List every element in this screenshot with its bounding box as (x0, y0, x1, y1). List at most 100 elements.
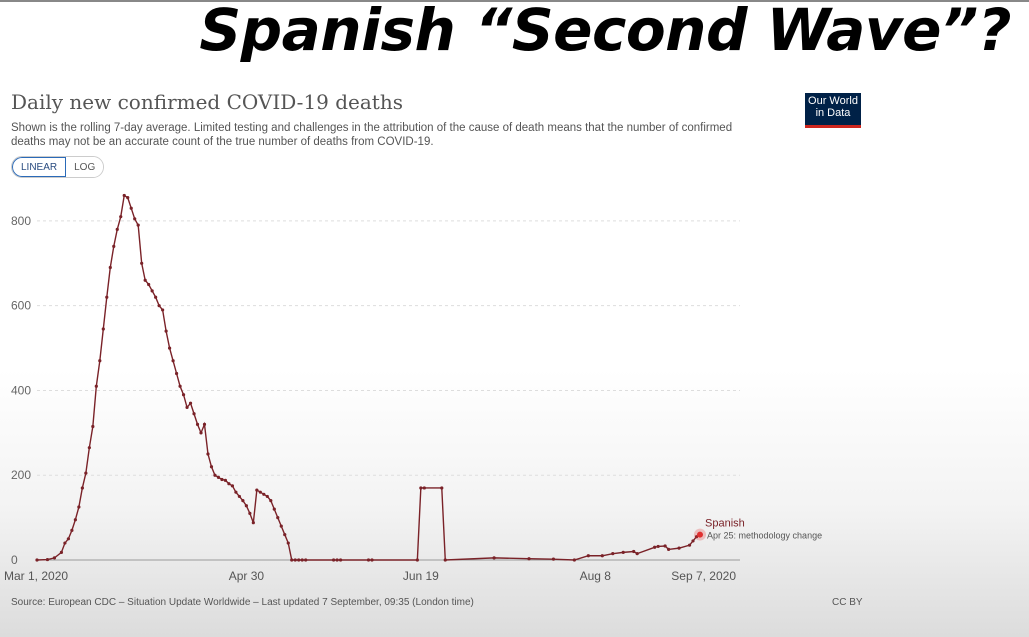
data-point (272, 507, 276, 511)
scale-toggle: LINEAR LOG (11, 156, 105, 178)
data-point (279, 524, 283, 528)
data-point (216, 475, 221, 479)
data-point (248, 511, 252, 515)
data-point (157, 304, 161, 308)
data-point (621, 550, 625, 554)
data-point (115, 227, 119, 231)
data-point (220, 477, 224, 482)
data-point (251, 521, 255, 525)
data-point (283, 532, 287, 537)
data-point (551, 557, 556, 561)
data-point (105, 295, 109, 299)
data-point (70, 528, 74, 532)
data-point (150, 289, 154, 293)
data-point (45, 557, 50, 562)
data-point (255, 488, 259, 492)
data-point (87, 446, 91, 450)
data-point (687, 543, 692, 547)
data-point (290, 558, 294, 562)
highlight-point[interactable] (697, 531, 703, 538)
logo-line2: in Data (815, 107, 851, 119)
slide-title: Spanish “Second Wave”? (199, 0, 1011, 64)
data-point (112, 244, 116, 248)
data-point (527, 557, 531, 561)
data-point (443, 558, 447, 562)
owid-logo[interactable]: Our World in Data (805, 93, 861, 128)
footer-license[interactable]: CC BY (832, 597, 863, 608)
x-tick-label: Aug 8 (580, 569, 612, 583)
data-point (52, 556, 57, 560)
data-point (199, 431, 203, 435)
data-point (209, 465, 214, 469)
data-point (77, 505, 81, 509)
chart-subtitle: Shown is the rolling 7-day average. Limi… (11, 122, 733, 148)
data-point (234, 490, 238, 494)
log-scale-button[interactable]: LOG (66, 157, 104, 177)
logo-line1: Our World (808, 95, 858, 107)
data-point (181, 393, 186, 397)
data-point (677, 546, 681, 550)
data-point (572, 558, 576, 562)
data-point (370, 558, 374, 562)
data-point (241, 499, 245, 503)
data-point (262, 492, 266, 496)
data-point (244, 504, 248, 508)
data-point (154, 295, 158, 299)
top-rule (0, 0, 1029, 2)
data-point (286, 541, 290, 545)
data-point (419, 486, 423, 490)
data-point (73, 518, 77, 522)
x-tick-label: Mar 1, 2020 (4, 569, 68, 583)
data-point (666, 547, 671, 552)
data-point (147, 282, 151, 287)
data-point (366, 558, 371, 562)
linear-scale-button[interactable]: LINEAR (12, 157, 67, 177)
data-point (492, 556, 496, 560)
data-point (202, 422, 207, 426)
data-point (440, 486, 444, 490)
footer-source: Source: European CDC – Situation Update … (11, 597, 474, 608)
data-point (143, 278, 147, 282)
y-tick-label: 800 (11, 214, 31, 228)
data-point (223, 478, 228, 482)
data-point (195, 422, 200, 426)
data-point (59, 550, 64, 554)
data-point (35, 558, 39, 562)
data-point (335, 558, 339, 562)
data-point (269, 499, 273, 503)
data-point (126, 195, 130, 200)
data-point (178, 384, 182, 388)
data-point (237, 494, 241, 499)
data-point (188, 401, 193, 405)
data-point (586, 554, 590, 558)
data-point (133, 217, 137, 221)
data-point (276, 516, 280, 520)
data-point (140, 261, 144, 265)
data-point (66, 537, 71, 541)
data-point (656, 544, 660, 549)
data-point (415, 558, 419, 562)
y-tick-label: 400 (11, 383, 31, 397)
data-point (84, 471, 88, 475)
data-point (136, 223, 140, 227)
data-point (63, 541, 67, 545)
chart-plot: 0 200 400 600 800 Mar 1, 2020 Apr 30 Jun 19 Aug … (4, 193, 822, 583)
x-tick-label: Jun 19 (403, 569, 439, 583)
data-point (98, 359, 102, 363)
data-point (161, 308, 165, 312)
data-point (265, 494, 269, 499)
data-point (168, 346, 172, 350)
data-point (206, 452, 210, 456)
chart-title: Daily new confirmed COVID-19 deaths (11, 90, 403, 114)
data-point (691, 539, 695, 543)
y-tick-label: 600 (11, 299, 31, 313)
data-point (663, 544, 667, 548)
data-point (293, 558, 297, 562)
data-point (600, 554, 604, 558)
data-point (227, 482, 231, 486)
data-point (101, 327, 105, 331)
data-point (185, 405, 189, 410)
data-point (129, 206, 133, 210)
data-point (300, 558, 304, 562)
x-tick-label: Apr 30 (229, 569, 265, 583)
